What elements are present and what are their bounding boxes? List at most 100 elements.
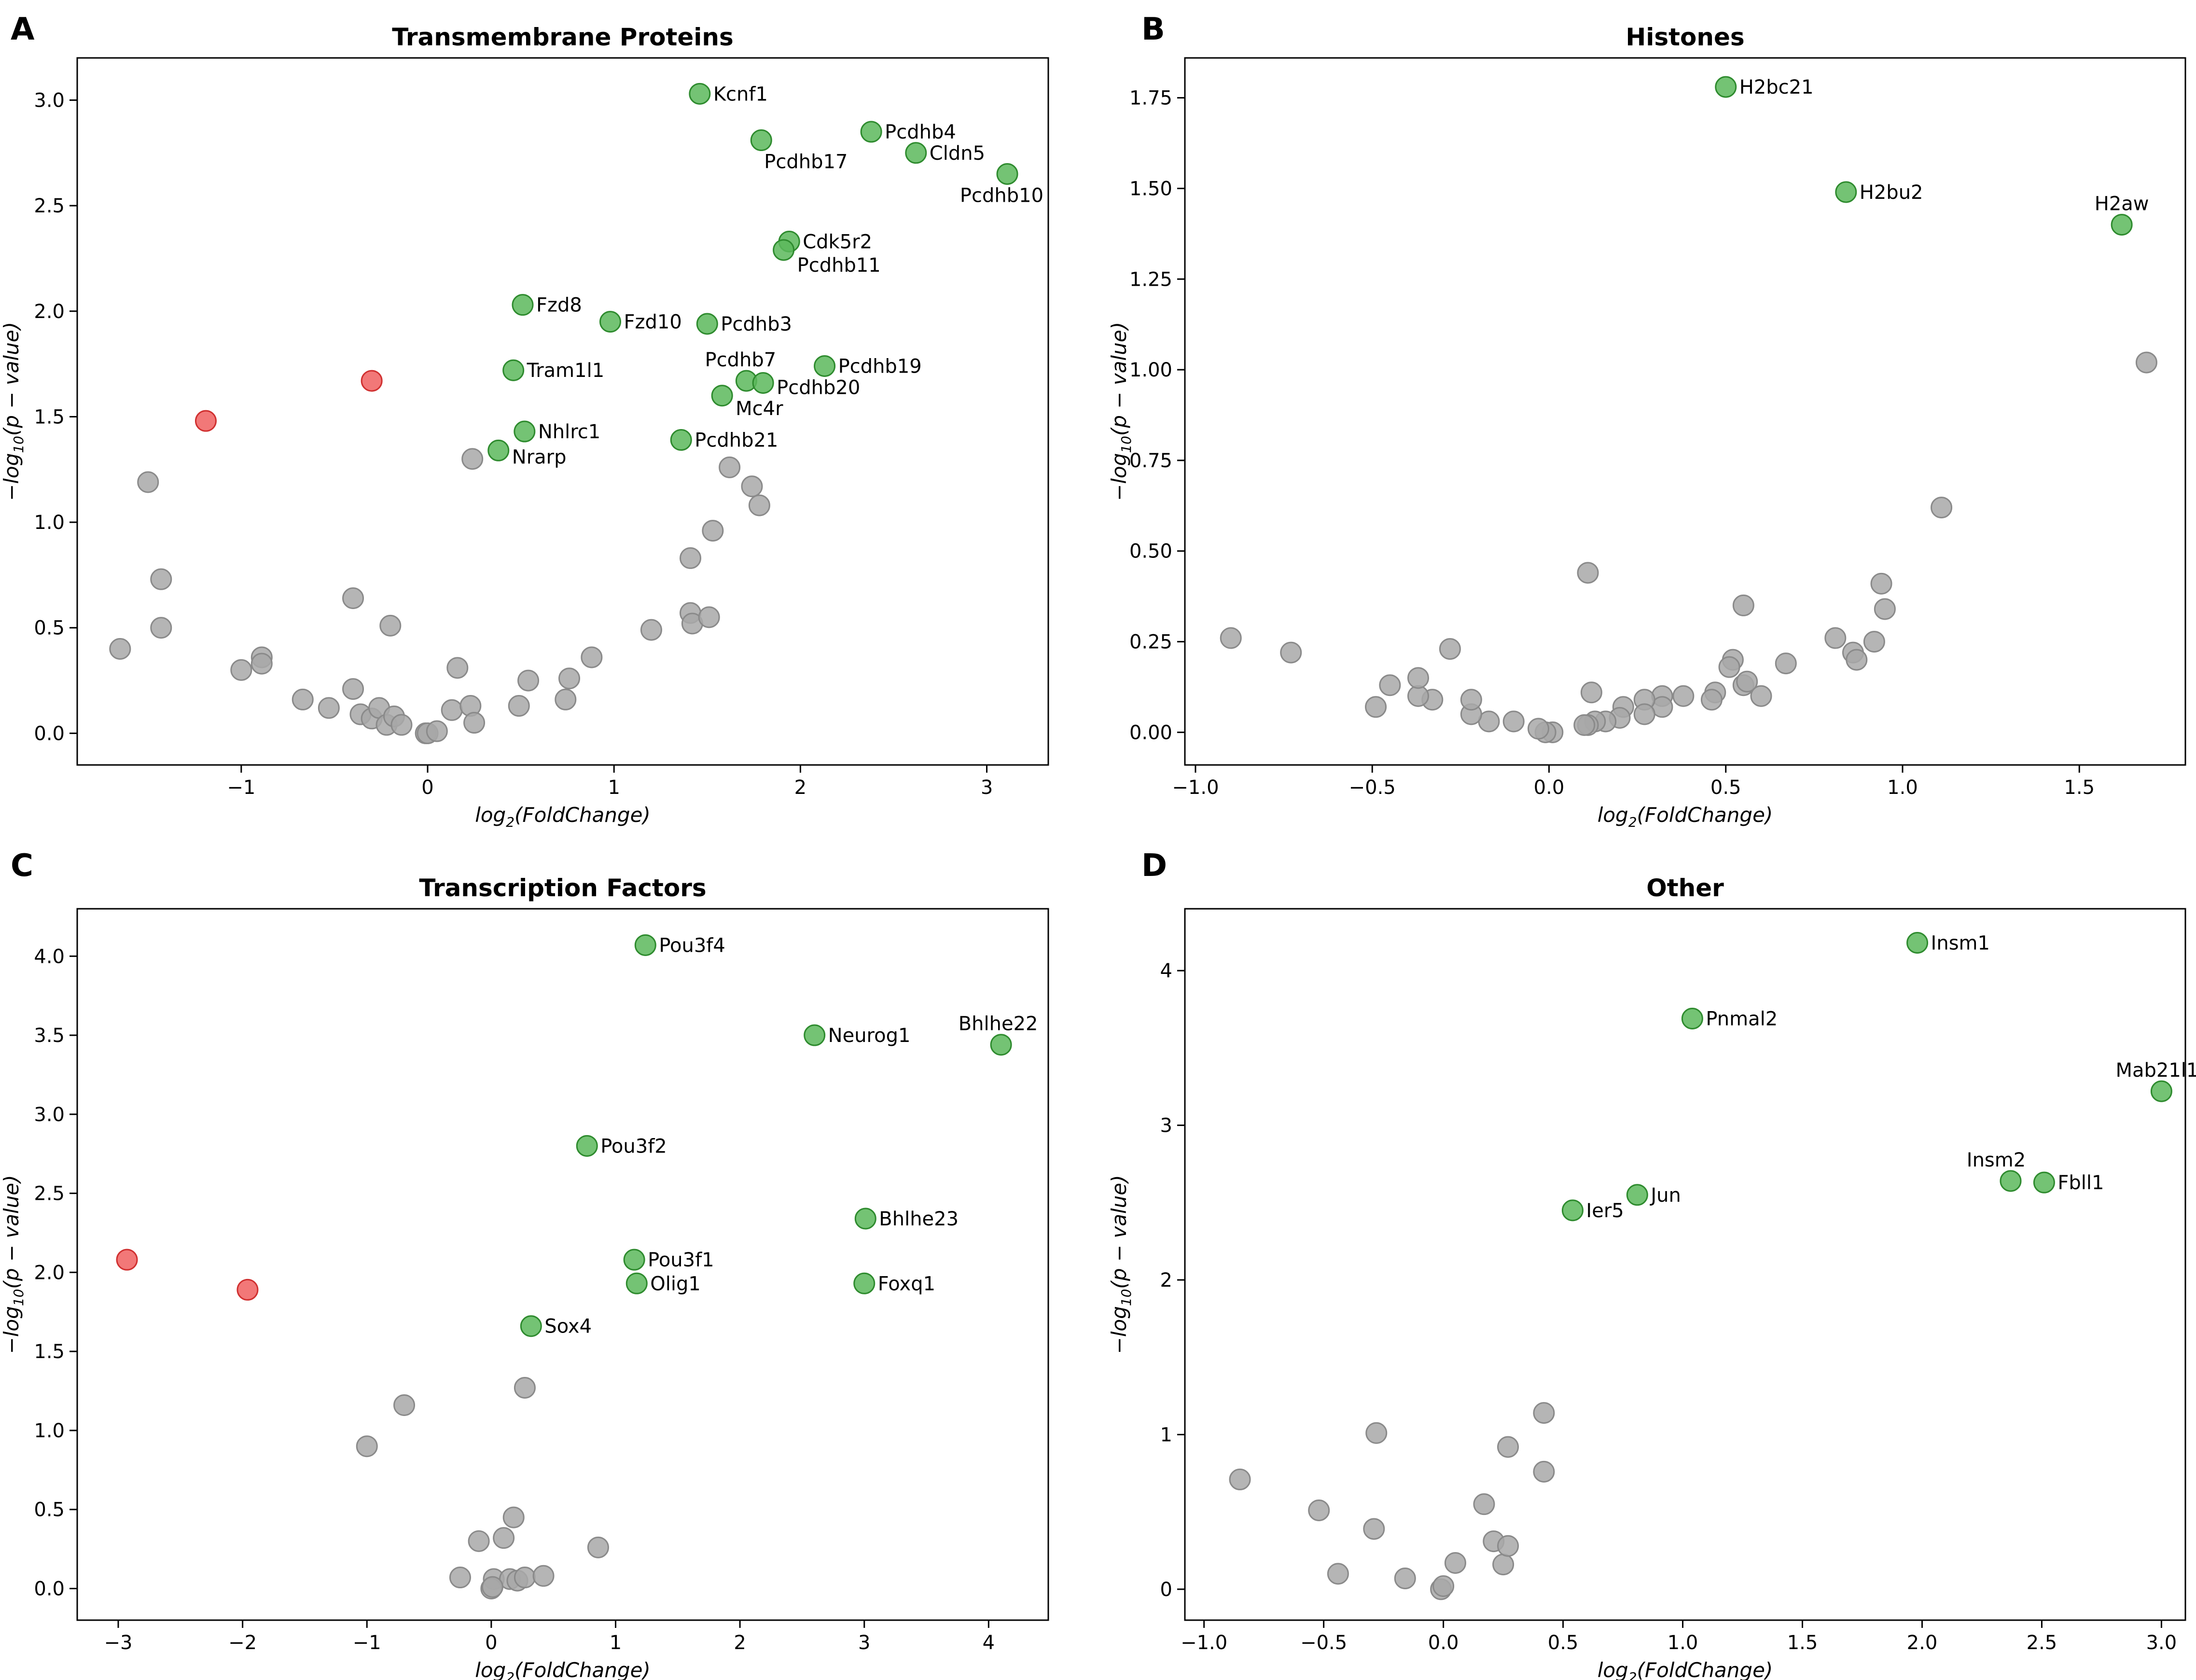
data-point-ns-b — [1439, 638, 1461, 660]
chart-title-b: Histones — [1626, 23, 1744, 51]
x-tick-label-d: 0.5 — [1548, 1632, 1579, 1654]
y-tick-label-a: 0.5 — [34, 617, 65, 639]
point-label-c: Pou3f4 — [659, 934, 725, 957]
chart-title-d: Other — [1646, 874, 1724, 902]
x-tick-label-a: 1 — [608, 777, 620, 799]
point-label-a: Pcdhb10 — [960, 185, 1043, 207]
data-point-ns-b — [1407, 667, 1429, 689]
data-point-ns-a — [150, 617, 172, 639]
x-tick-label-a: −1 — [227, 777, 255, 799]
x-tick-label-c: 0 — [485, 1632, 497, 1654]
data-point-ns-a — [719, 456, 741, 478]
y-tick-label-a: 3.0 — [34, 89, 65, 111]
data-point-ns-c — [514, 1376, 536, 1399]
data-point-ns-a — [680, 547, 702, 569]
x-tick-label-b: −0.5 — [1349, 777, 1396, 799]
point-label-a: Kcnf1 — [713, 83, 768, 105]
data-point-ns-c — [356, 1435, 378, 1458]
y-axis-label-d: −log10(p − value) — [1107, 1175, 1134, 1354]
y-tick-label-b: 1.25 — [1129, 268, 1172, 291]
point-label-d: Fbll1 — [2057, 1172, 2104, 1194]
data-point-ns-a — [426, 720, 448, 742]
y-tick-label-b: 1.50 — [1129, 178, 1172, 200]
data-point-ns-a — [318, 697, 340, 719]
data-point-up-d — [1561, 1199, 1584, 1222]
panel-b: B Histones −1.0 −0.5 0.0 0.5 1.0 1.5 0.00 0.25 0.5… — [1107, 12, 2186, 830]
x-tick-label-d: 0.0 — [1428, 1632, 1459, 1654]
x-tick-label-b: 1.5 — [2064, 777, 2095, 799]
data-point-ns-a — [390, 714, 413, 736]
x-tick-label-b: 0.0 — [1534, 777, 1565, 799]
data-point-ns-b — [1502, 710, 1525, 733]
data-point-up-b — [2111, 214, 2133, 236]
data-point-ns-c — [514, 1567, 536, 1589]
x-tick-label-a: 2 — [794, 777, 806, 799]
data-point-ns-b — [1573, 714, 1596, 736]
data-point-ns-a — [748, 494, 770, 516]
point-label-a: Pcdhb17 — [764, 151, 848, 173]
panel-d: D Other −1.0 −0.5 0.0 0.5 1.0 1.5 2.0 2.5 3.0 0 1 2 3 4… — [1107, 848, 2196, 1680]
point-label-a: Tram1l1 — [527, 360, 605, 382]
data-point-ns-d — [1363, 1518, 1385, 1540]
data-point-up-a — [860, 121, 882, 143]
y-tick-label-d: 3 — [1160, 1115, 1172, 1137]
data-point-ns-c — [502, 1506, 525, 1528]
data-point-ns-a — [441, 699, 463, 721]
data-point-ns-a — [292, 688, 314, 710]
data-point-up-c — [634, 934, 656, 956]
panel-letter-b: B — [1141, 12, 1165, 47]
data-point-up-d — [2033, 1171, 2055, 1194]
data-point-up-d — [2000, 1170, 2022, 1192]
data-point-ns-c — [468, 1530, 490, 1552]
data-point-up-a — [512, 294, 534, 316]
data-point-ns-c — [493, 1527, 515, 1549]
point-label-a: Pcdhb4 — [885, 121, 956, 143]
data-point-up-c — [853, 1272, 876, 1294]
data-point-ns-b — [1633, 703, 1655, 725]
x-tick-label-a: 0 — [421, 777, 433, 799]
data-point-up-a — [502, 359, 525, 381]
x-tick-label-c: 3 — [858, 1632, 870, 1654]
x-tick-label-d: 1.5 — [1787, 1632, 1818, 1654]
point-label-c: Olig1 — [650, 1273, 701, 1295]
y-tick-label-c: 2.5 — [34, 1183, 65, 1205]
y-axis-label-c: −log10(p − value) — [0, 1175, 27, 1354]
data-point-ns-a — [342, 678, 364, 700]
data-point-ns-b — [1460, 689, 1482, 711]
y-tick-label-a: 0.0 — [34, 722, 65, 745]
data-point-up-a — [711, 385, 733, 407]
data-point-ns-d — [1365, 1422, 1388, 1444]
data-point-up-c — [520, 1315, 542, 1337]
point-label-c: Pou3f1 — [648, 1249, 714, 1271]
y-tick-label-c: 0.0 — [34, 1578, 65, 1600]
y-tick-label-c: 4.0 — [34, 945, 65, 968]
panel-letter-c: C — [11, 848, 33, 884]
point-label-c: Neurog1 — [828, 1025, 911, 1047]
data-point-up-a — [752, 372, 774, 394]
point-label-c: Sox4 — [544, 1316, 592, 1338]
panel-letter-d: D — [1141, 848, 1167, 884]
panel-letter-a: A — [11, 12, 35, 47]
data-point-up-a — [487, 439, 510, 461]
data-point-ns-a — [463, 712, 486, 734]
point-label-a: Mc4r — [736, 398, 783, 420]
x-tick-label-d: 2.5 — [2027, 1632, 2057, 1654]
y-tick-label-b: 0.00 — [1129, 722, 1172, 744]
x-tick-label-c: −2 — [228, 1632, 257, 1654]
y-tick-label-b: 1.00 — [1129, 359, 1172, 381]
y-tick-label-c: 3.5 — [34, 1025, 65, 1047]
data-point-ns-b — [1732, 594, 1754, 616]
data-point-ns-a — [150, 568, 172, 590]
data-point-ns-b — [1846, 649, 1868, 671]
panel-a: A Transmembrane Proteins −1 0 1 2 3 0.0 0.5 1.0 1.… — [0, 12, 1049, 830]
data-point-ns-b — [1672, 685, 1695, 707]
x-axis-label-c: log2(FoldChange) — [475, 1658, 651, 1680]
data-point-ns-a — [461, 448, 484, 470]
x-axis-label-a: log2(FoldChange) — [475, 803, 651, 830]
point-label-d: Mab21l1 — [2115, 1059, 2196, 1082]
data-point-ns-a — [230, 659, 252, 681]
point-label-d: Ier5 — [1586, 1200, 1624, 1222]
data-point-ns-b — [2135, 351, 2157, 374]
point-label-b: H2bc21 — [1739, 76, 1814, 98]
